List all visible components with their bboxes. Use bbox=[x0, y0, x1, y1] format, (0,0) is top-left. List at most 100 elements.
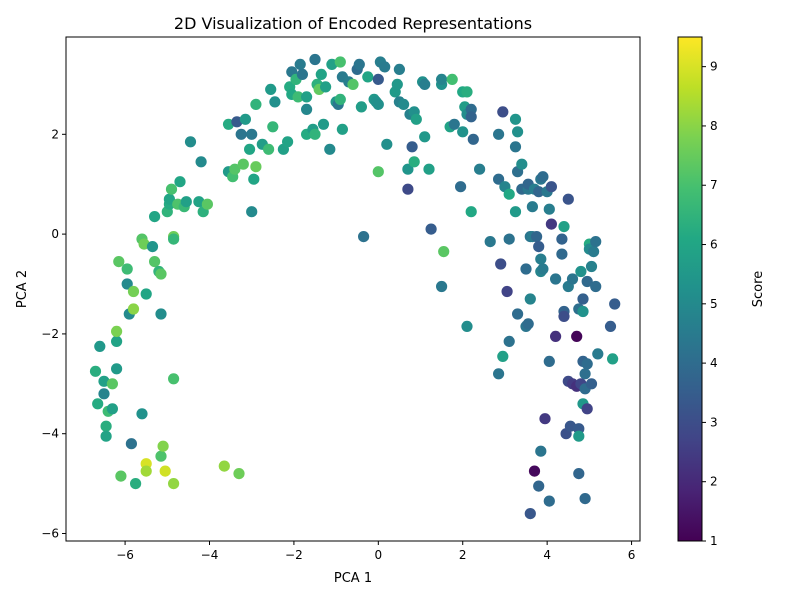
scatter-point-188 bbox=[533, 241, 545, 253]
scatter-point-73 bbox=[267, 121, 279, 133]
scatter-point-186 bbox=[531, 231, 543, 243]
scatter-point-6 bbox=[100, 430, 112, 442]
scatter-point-202 bbox=[545, 218, 558, 230]
scatter-point-163 bbox=[503, 233, 515, 245]
scatter-point-159 bbox=[497, 106, 509, 118]
scatter-point-234 bbox=[581, 275, 593, 288]
scatter-point-54 bbox=[218, 460, 230, 472]
y-tick-label: −6 bbox=[41, 527, 59, 541]
scatter-point-107 bbox=[355, 101, 367, 113]
scatter-point-180 bbox=[524, 293, 536, 305]
scatter-point-198 bbox=[543, 203, 555, 215]
scatter-point-214 bbox=[564, 420, 577, 432]
scatter-point-148 bbox=[461, 320, 473, 332]
scatter-point-237 bbox=[585, 260, 598, 273]
scatter-point-3 bbox=[98, 375, 110, 387]
colorbar-tick-label: 6 bbox=[710, 238, 718, 252]
scatter-point-11 bbox=[111, 335, 123, 347]
scatter-point-122 bbox=[398, 98, 410, 110]
x-tick-label: 6 bbox=[628, 548, 636, 562]
scatter-point-221 bbox=[573, 468, 585, 480]
scatter-point-143 bbox=[457, 126, 469, 138]
scatter-point-171 bbox=[511, 308, 524, 320]
scatter-point-134 bbox=[425, 223, 437, 235]
scatter-point-55 bbox=[222, 118, 235, 130]
scatter-point-233 bbox=[581, 403, 593, 415]
scatter-point-33 bbox=[155, 308, 167, 320]
scatter-point-245 bbox=[609, 298, 621, 310]
scatter-point-160 bbox=[497, 350, 509, 362]
colorbar-tick-label: 4 bbox=[710, 356, 718, 370]
scatter-point-88 bbox=[309, 53, 321, 66]
scatter-point-187 bbox=[533, 186, 545, 198]
scatter-point-137 bbox=[436, 280, 448, 293]
scatter-point-43 bbox=[168, 478, 180, 490]
scatter-point-60 bbox=[233, 468, 245, 480]
scatter-point-112 bbox=[372, 98, 384, 110]
scatter-point-25 bbox=[140, 288, 152, 300]
scatter-point-153 bbox=[474, 163, 486, 175]
scatter-point-71 bbox=[263, 143, 275, 155]
scatter-point-165 bbox=[503, 188, 515, 200]
scatter-point-207 bbox=[558, 221, 570, 233]
scatter-point-94 bbox=[320, 81, 332, 93]
scatter-point-150 bbox=[465, 111, 477, 123]
y-tick-label: −4 bbox=[41, 427, 59, 441]
colorbar-axis: 1 2 3 4 5 6 7 8 9 bbox=[702, 60, 718, 548]
scatter-point-200 bbox=[543, 495, 555, 507]
scatter-point-58 bbox=[229, 163, 241, 175]
scatter-point-29 bbox=[149, 256, 161, 268]
scatter-point-244 bbox=[607, 353, 619, 365]
scatter-point-192 bbox=[535, 445, 547, 457]
scatter-point-142 bbox=[455, 181, 467, 193]
scatter-point-203 bbox=[550, 273, 562, 285]
scatter-point-194 bbox=[537, 171, 549, 183]
scatter-point-34 bbox=[155, 450, 167, 462]
colorbar-tick-label: 8 bbox=[710, 119, 718, 133]
x-axis-title: PCA 1 bbox=[334, 571, 372, 586]
scatter-point-167 bbox=[509, 206, 522, 218]
scatter-point-152 bbox=[467, 133, 479, 145]
scatter-point-16 bbox=[121, 278, 133, 290]
scatter-point-8 bbox=[106, 403, 118, 415]
scatter-point-68 bbox=[250, 98, 262, 110]
scatter-point-99 bbox=[334, 56, 346, 68]
scatter-point-151 bbox=[465, 206, 477, 218]
scatter-point-42 bbox=[168, 233, 180, 245]
scatter-point-231 bbox=[579, 493, 591, 505]
scatter-point-2 bbox=[92, 398, 104, 410]
y-tick-label: −2 bbox=[41, 327, 59, 341]
scatter-point-189 bbox=[535, 253, 547, 265]
scatter-point-191 bbox=[533, 480, 545, 492]
scatter-point-92 bbox=[315, 68, 327, 80]
colorbar-tick-label: 1 bbox=[710, 534, 718, 548]
scatter-point-74 bbox=[269, 96, 281, 108]
scatter-point-63 bbox=[239, 113, 251, 125]
scatter-point-76 bbox=[282, 136, 294, 148]
scatter-point-48 bbox=[180, 196, 192, 208]
scatter-point-4 bbox=[98, 388, 110, 400]
scatter-point-126 bbox=[406, 141, 418, 153]
scatter-point-174 bbox=[520, 263, 532, 275]
scatter-point-141 bbox=[448, 118, 460, 130]
scatter-point-66 bbox=[246, 206, 258, 218]
colorbar bbox=[677, 36, 703, 542]
scatter-point-67 bbox=[248, 173, 260, 185]
x-tick-label: 0 bbox=[375, 548, 383, 562]
scatter-point-51 bbox=[195, 156, 207, 168]
scatter-point-232 bbox=[581, 358, 593, 370]
scatter-point-173 bbox=[516, 158, 528, 170]
x-tick-label: 2 bbox=[459, 548, 467, 562]
scatter-point-243 bbox=[604, 320, 617, 332]
scatter-point-28 bbox=[146, 241, 159, 253]
scatter-point-22 bbox=[136, 408, 148, 420]
scatter-point-109 bbox=[362, 71, 374, 83]
scatter-point-136 bbox=[436, 73, 448, 85]
scatter-point-82 bbox=[294, 58, 306, 70]
scatter-point-206 bbox=[556, 248, 568, 260]
scatter-point-217 bbox=[571, 330, 583, 342]
colorbar-tick-label: 3 bbox=[710, 415, 718, 429]
scatter-point-95 bbox=[324, 143, 336, 155]
scatter-point-154 bbox=[484, 236, 496, 248]
scatter-point-108 bbox=[358, 231, 370, 243]
